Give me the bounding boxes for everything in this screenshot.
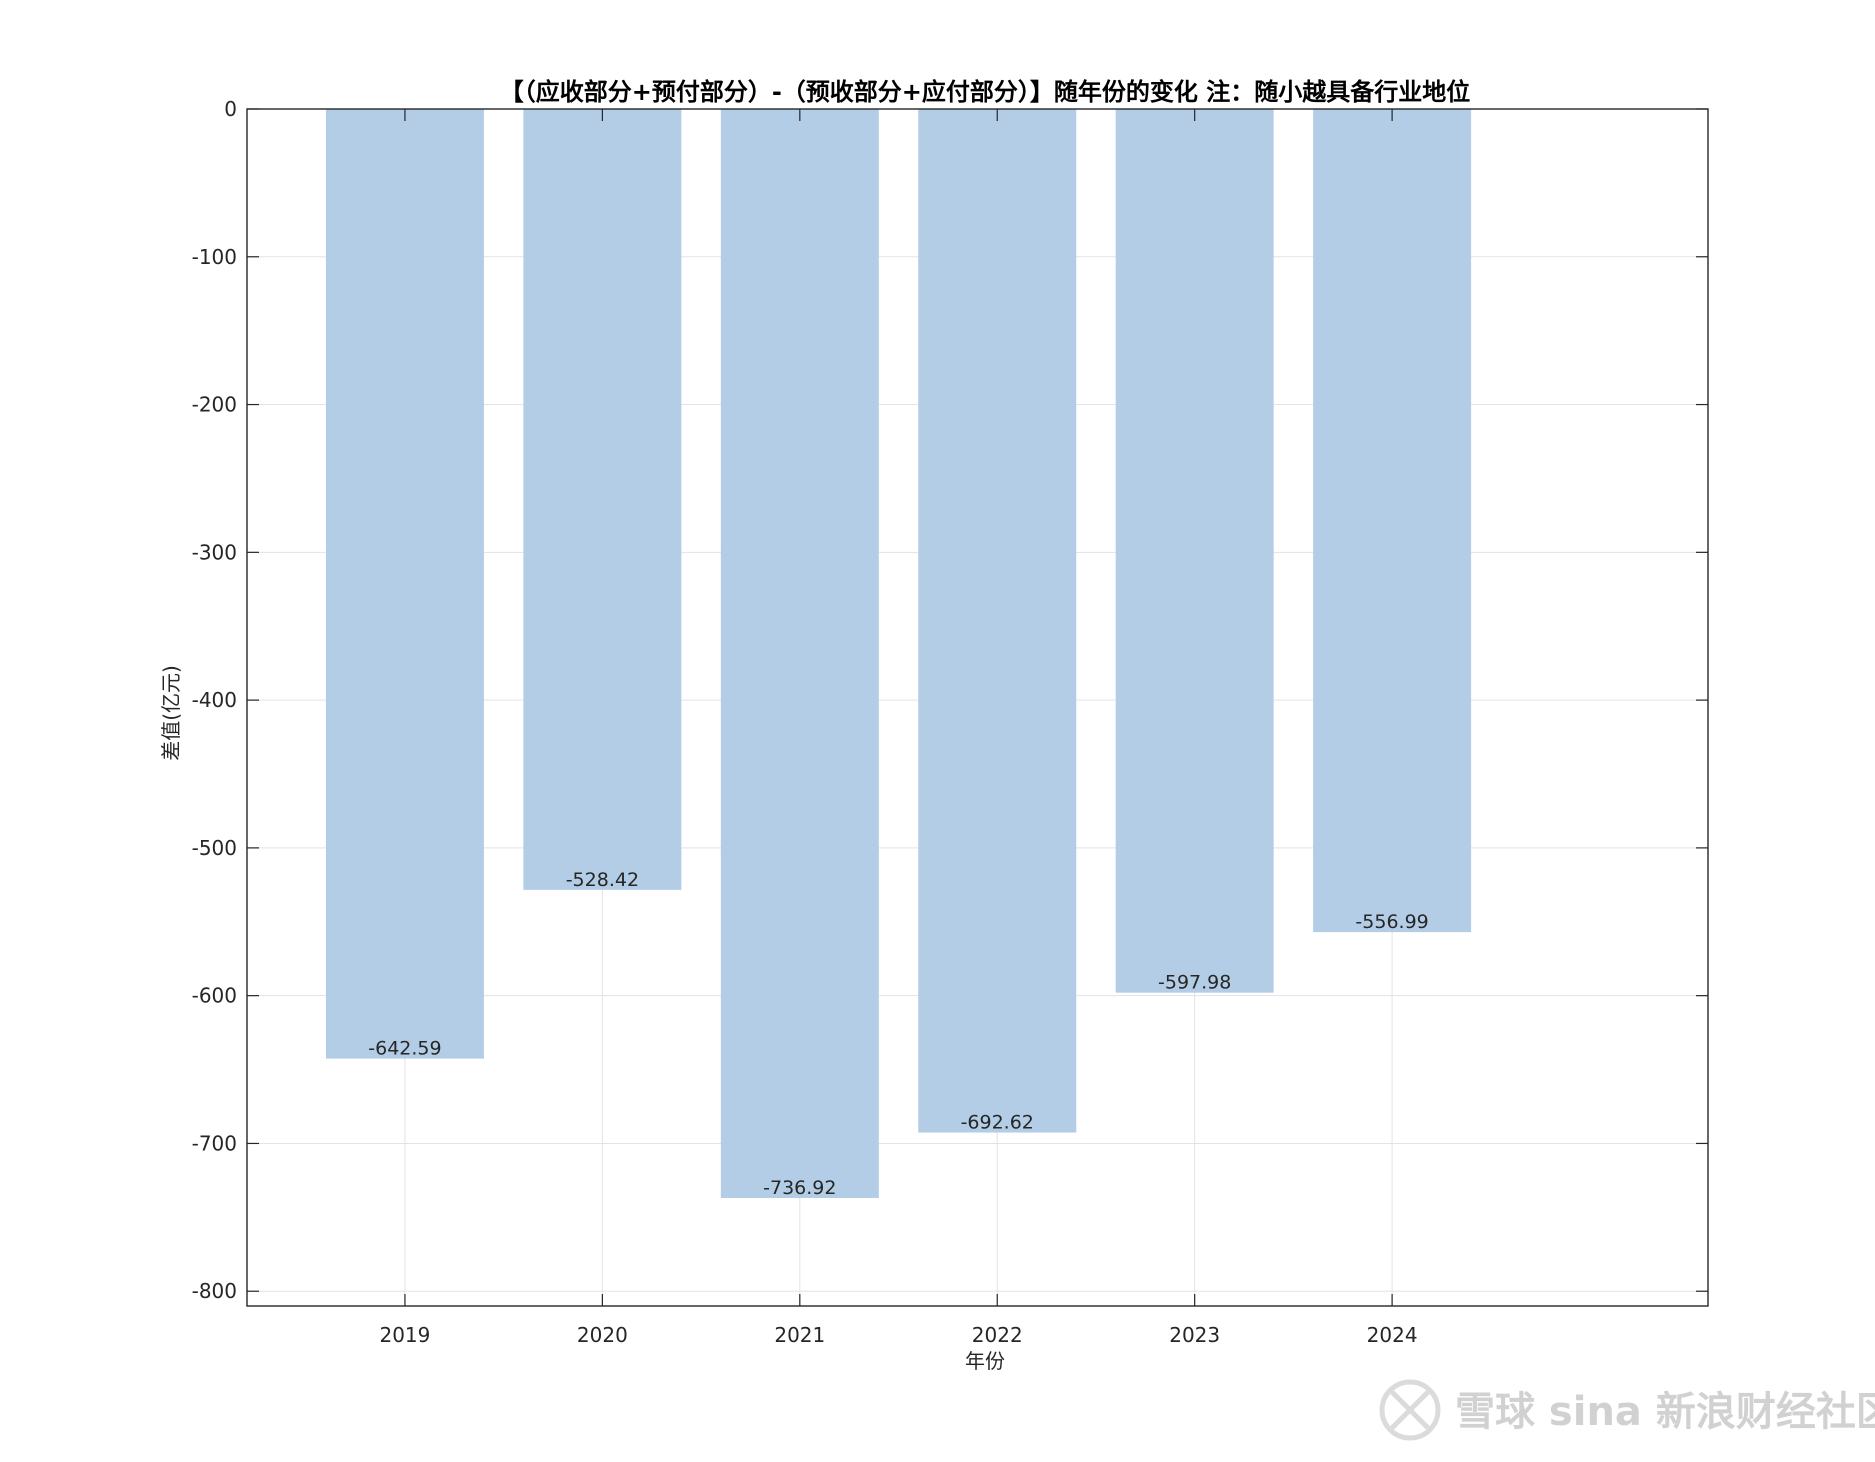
bar-value-label: -556.99 [1355, 911, 1428, 933]
x-tick-label: 2024 [1367, 1323, 1418, 1347]
x-tick-label: 2022 [972, 1323, 1023, 1347]
watermark-text: 雪球 sina 新浪财经社区 [1455, 1389, 1875, 1435]
x-axis-title: 年份 [965, 1349, 1005, 1373]
bar-value-label: -528.42 [566, 869, 639, 891]
bar [1115, 109, 1274, 993]
bar-value-label: -597.98 [1158, 972, 1231, 994]
bar-value-label: -642.59 [368, 1038, 441, 1060]
y-tick-label: -200 [192, 393, 237, 417]
x-tick-label: 2021 [774, 1323, 825, 1347]
y-tick-label: 0 [224, 97, 237, 121]
bar-value-label: -736.92 [763, 1177, 836, 1199]
tick-labels: 0 -100 -200 -300 -400 -500 -600 -700 -800 2019 202… [192, 97, 1418, 1347]
y-tick-label: -500 [192, 836, 237, 860]
bar [523, 109, 682, 890]
y-tick-label: -400 [192, 688, 237, 712]
axes-frame [246, 108, 1709, 1307]
axes-box [246, 108, 1709, 1307]
bar [918, 109, 1077, 1133]
y-tick-label: -100 [192, 245, 237, 269]
x-tick-label: 2023 [1169, 1323, 1220, 1347]
watermark: 雪球 sina 新浪财经社区 [1379, 1379, 1875, 1441]
snowball-logo-icon [1379, 1379, 1441, 1441]
x-tick-label: 2019 [379, 1323, 430, 1347]
y-tick-label: -700 [192, 1131, 237, 1155]
bar [720, 109, 879, 1199]
bar [1313, 109, 1472, 933]
x-tick-label: 2020 [577, 1323, 628, 1347]
bars [325, 109, 1472, 1199]
bar [325, 109, 484, 1059]
bar-value-label: -692.62 [961, 1112, 1034, 1134]
y-tick-label: -300 [192, 540, 237, 564]
y-axis-title: 差值(亿元) [159, 665, 183, 761]
data-labels: -642.59 -528.42 -736.92 -692.62 -597.98 -556.… [368, 869, 1429, 1199]
y-tick-label: -800 [192, 1279, 237, 1303]
chart-title: 【（应收部分+预付部分）-（预收部分+应付部分）】随年份的变化 注：随小越具备行… [500, 78, 1471, 106]
y-tick-label: -600 [192, 984, 237, 1008]
